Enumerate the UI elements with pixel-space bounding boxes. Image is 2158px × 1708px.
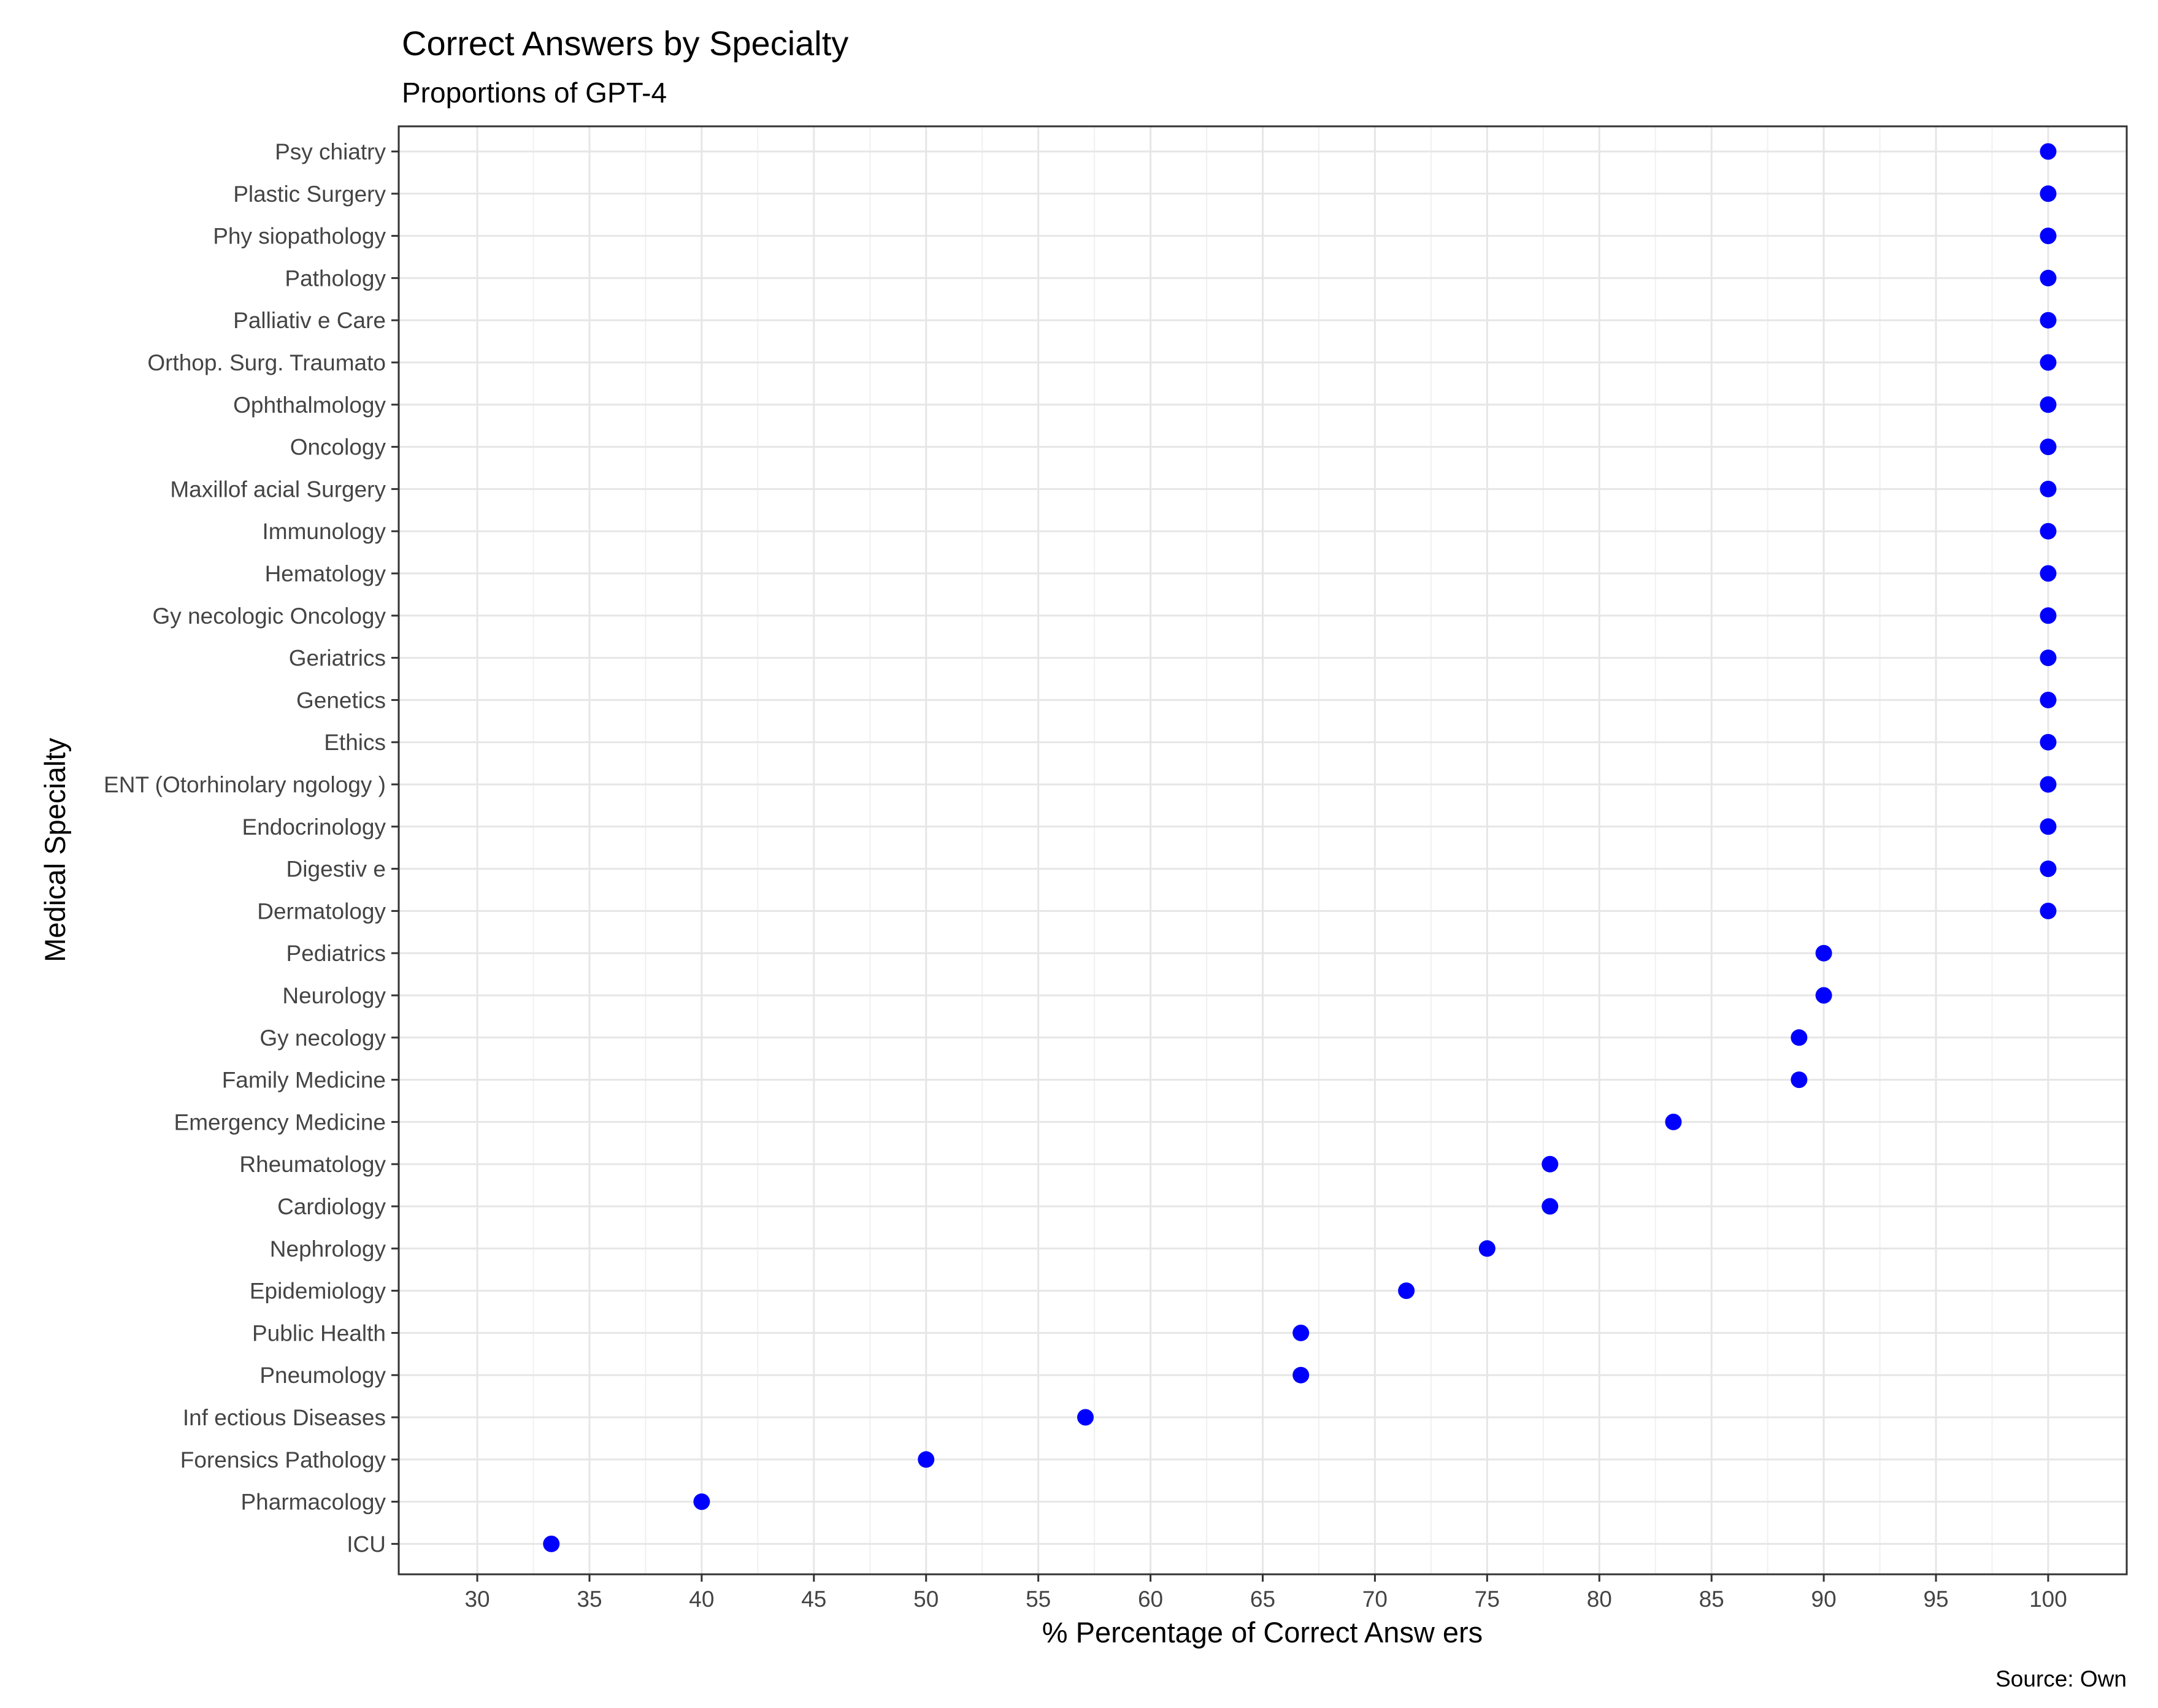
x-tick-label: 60 (1138, 1587, 1163, 1612)
y-tick-label: Gy necology (259, 1025, 386, 1051)
data-point (2040, 565, 2057, 582)
y-tick-label: Psy chiatry (275, 139, 386, 164)
y-tick-label: Phy siopathology (213, 224, 386, 249)
data-point (2040, 649, 2057, 667)
y-tick-label: Ethics (324, 730, 386, 755)
data-point (2040, 312, 2057, 329)
data-point (1791, 1029, 1808, 1046)
y-tick-label: Pediatrics (286, 941, 386, 966)
x-tick-label: 30 (464, 1587, 490, 1612)
x-tick-label: 65 (1250, 1587, 1275, 1612)
chart-caption: Source: Own (1995, 1666, 2127, 1691)
data-point (2040, 185, 2057, 202)
chart-subtitle: Proportions of GPT-4 (402, 77, 667, 109)
data-point (2040, 143, 2057, 160)
y-tick-label: Geriatrics (289, 646, 386, 671)
y-tick-label: Pneumology (259, 1363, 386, 1388)
y-tick-label: Epidemiology (250, 1279, 386, 1304)
y-tick-label: Plastic Surgery (233, 182, 386, 207)
x-tick-label: 45 (801, 1587, 826, 1612)
y-tick-label: Nephrology (270, 1236, 386, 1262)
x-tick-label: 35 (577, 1587, 602, 1612)
y-tick-label: Genetics (296, 687, 386, 713)
y-tick-labels: Psy chiatry Plastic Surgery Phy siopatholo… (104, 139, 386, 1557)
x-tick-label: 55 (1026, 1587, 1051, 1612)
y-tick-label: ICU (347, 1531, 386, 1557)
data-point (1542, 1155, 1559, 1173)
points-layer (543, 143, 2057, 1552)
data-point (2040, 902, 2057, 919)
y-tick-label: Neurology (282, 983, 386, 1008)
data-point (1478, 1240, 1496, 1257)
y-tick-label: Dermatology (257, 898, 386, 924)
data-point (2040, 691, 2057, 708)
data-point (1077, 1409, 1094, 1426)
y-tick-label: Ophthalmology (233, 393, 386, 418)
data-point (2040, 818, 2057, 835)
data-point (2040, 776, 2057, 793)
data-point (2040, 860, 2057, 878)
y-tick-label: Forensics Pathology (180, 1447, 386, 1472)
y-tick-label: Maxillof acial Surgery (170, 477, 386, 502)
x-tick-label: 95 (1923, 1587, 1948, 1612)
x-tick-label: 85 (1699, 1587, 1724, 1612)
data-point (693, 1493, 710, 1511)
data-point (1542, 1198, 1559, 1215)
data-point (2040, 396, 2057, 413)
y-axis-title: Medical Specialty (39, 738, 71, 962)
y-tick-label: Digestiv e (286, 857, 386, 882)
data-point (918, 1451, 935, 1468)
data-point (543, 1535, 560, 1552)
grid-layer (399, 126, 2127, 1574)
chart-title: Correct Answers by Specialty (402, 24, 848, 63)
data-point (1292, 1366, 1310, 1384)
data-point (2040, 607, 2057, 624)
x-tick-labels: 30 35 40 45 50 55 60 65 70 75 80 85 90 95 100 (464, 1587, 2067, 1612)
data-point (1292, 1324, 1310, 1341)
ticks-layer (391, 150, 2049, 1582)
data-point (2040, 228, 2057, 245)
y-tick-label: ENT (Otorhinolary ngology ) (104, 772, 386, 797)
y-tick-label: Endocrinology (242, 814, 386, 840)
data-point (1791, 1071, 1808, 1089)
data-point (2040, 354, 2057, 371)
x-tick-label: 50 (913, 1587, 939, 1612)
data-point (2040, 523, 2057, 540)
y-tick-label: Pathology (285, 266, 386, 291)
x-tick-label: 70 (1362, 1587, 1388, 1612)
y-tick-label: Immunology (262, 519, 386, 544)
y-tick-label: Pharmacology (240, 1490, 386, 1515)
y-tick-label: Orthop. Surg. Traumato (147, 350, 386, 375)
data-point (2040, 733, 2057, 751)
x-tick-label: 90 (1811, 1587, 1837, 1612)
data-point (1815, 944, 1832, 962)
x-tick-label: 75 (1475, 1587, 1500, 1612)
data-point (1398, 1282, 1415, 1300)
y-tick-label: Palliativ e Care (233, 308, 386, 333)
y-tick-label: Hematology (265, 561, 386, 586)
data-point (1815, 987, 1832, 1004)
y-tick-label: Oncology (290, 435, 386, 460)
y-tick-label: Cardiology (277, 1194, 386, 1219)
x-tick-label: 80 (1587, 1587, 1612, 1612)
y-tick-label: Gy necologic Oncology (153, 603, 386, 629)
y-tick-label: Emergency Medicine (174, 1109, 386, 1135)
y-tick-label: Inf ectious Diseases (183, 1405, 386, 1430)
data-point (1665, 1113, 1682, 1130)
x-axis-title: % Percentage of Correct Answ ers (1042, 1616, 1483, 1649)
y-tick-label: Public Health (252, 1320, 386, 1346)
x-tick-label: 100 (2029, 1587, 2067, 1612)
y-tick-label: Family Medicine (222, 1068, 386, 1093)
data-point (2040, 480, 2057, 497)
data-point (2040, 438, 2057, 456)
y-tick-label: Rheumatology (239, 1152, 386, 1177)
data-point (2040, 269, 2057, 286)
x-tick-label: 40 (689, 1587, 714, 1612)
